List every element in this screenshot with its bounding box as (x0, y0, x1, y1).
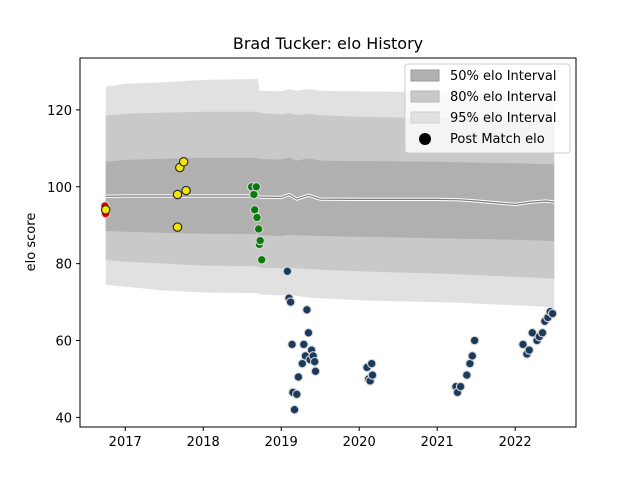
data-point (181, 185, 191, 196)
chart-title: Brad Tucker: elo History (233, 34, 423, 53)
x-tick-label: 2021 (421, 435, 454, 450)
plot-frame (79, 57, 577, 428)
legend-swatch-95 (410, 111, 440, 124)
legend-label-95: 95% elo Interval (450, 111, 557, 126)
x-tick-label: 2019 (265, 435, 298, 450)
data-point (255, 235, 265, 246)
data-point (172, 222, 183, 232)
legend: 50% elo Interval 80% elo Interval 95% el… (404, 63, 571, 154)
data-point (289, 404, 300, 415)
x-tick-label: 2018 (187, 435, 220, 450)
data-point (455, 381, 466, 392)
legend-label-80: 80% elo Interval (450, 90, 557, 105)
y-axis: 40 60 80 100 120 (47, 104, 80, 426)
data-point (100, 205, 111, 215)
data-point (297, 358, 308, 369)
data-point (299, 339, 309, 350)
data-point (465, 358, 475, 369)
data-point (172, 189, 183, 200)
data-point (547, 308, 558, 319)
data-point (469, 335, 480, 346)
legend-item-50: 50% elo Interval (410, 69, 557, 84)
data-point (518, 339, 528, 350)
legend-item-post-match: Post Match elo (419, 132, 545, 147)
y-axis-label: elo score (24, 213, 39, 272)
y-tick-label: 120 (47, 104, 72, 119)
x-tick-label: 2020 (343, 435, 376, 450)
x-tick-label: 2022 (499, 435, 532, 450)
data-point (293, 372, 304, 382)
y-tick-label: 40 (55, 411, 72, 426)
data-point (292, 389, 302, 400)
data-point (287, 339, 297, 350)
data-point (524, 345, 534, 355)
data-point (249, 205, 260, 215)
data-point (252, 212, 262, 223)
data-point (467, 351, 478, 361)
data-point (367, 370, 378, 380)
data-point (302, 305, 312, 315)
legend-item-80: 80% elo Interval (410, 90, 557, 105)
x-axis: 2017 2018 2019 2020 2021 2022 (109, 427, 532, 450)
x-tick-label: 2017 (109, 435, 142, 450)
data-point (256, 255, 267, 265)
data-point (537, 328, 548, 338)
median-line (105, 193, 555, 206)
data-point (282, 266, 293, 277)
data-point (253, 224, 264, 234)
legend-swatch-80 (410, 90, 440, 103)
data-point (527, 328, 538, 338)
data-point (366, 358, 377, 369)
data-point (178, 157, 189, 167)
data-point (310, 366, 321, 377)
legend-swatch-50 (410, 69, 440, 82)
legend-item-95: 95% elo Interval (410, 111, 557, 126)
data-point (251, 182, 262, 192)
legend-label-50: 50% elo Interval (450, 69, 557, 84)
y-tick-label: 100 (47, 181, 72, 196)
y-tick-label: 80 (55, 258, 72, 273)
legend-frame (404, 63, 571, 154)
data-point (462, 370, 472, 380)
data-point (309, 356, 320, 367)
legend-label-post-match: Post Match elo (450, 132, 545, 147)
data-point (285, 297, 296, 307)
data-point (249, 189, 259, 200)
y-tick-label: 60 (55, 335, 72, 350)
data-point (303, 328, 314, 338)
legend-marker-post-match (419, 133, 431, 145)
